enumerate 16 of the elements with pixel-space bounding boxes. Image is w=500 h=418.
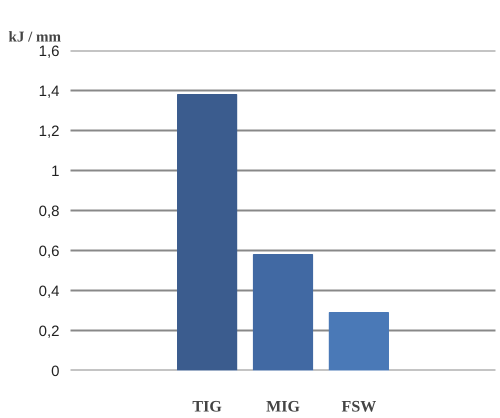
- y-tick-label: 1,2: [38, 123, 60, 140]
- y-tick-label: 0,6: [38, 243, 60, 260]
- x-tick-label: TIG: [192, 398, 222, 416]
- y-tick-label: 0,2: [38, 323, 60, 340]
- y-tick-label: 0: [51, 363, 60, 380]
- bar: [328, 312, 389, 370]
- bar: [252, 254, 314, 370]
- y-tick-label: 1,6: [38, 43, 60, 60]
- y-tick-label: 0,8: [38, 203, 60, 220]
- x-tick-label: MIG: [266, 398, 300, 416]
- x-tick-label: FSW: [342, 398, 376, 416]
- y-tick-label: 0,4: [38, 283, 60, 300]
- y-axis-title: kJ / mm: [8, 30, 62, 46]
- y-tick-label: 1: [51, 163, 60, 180]
- y-tick-label: 1,4: [38, 83, 60, 100]
- bar: [177, 94, 238, 370]
